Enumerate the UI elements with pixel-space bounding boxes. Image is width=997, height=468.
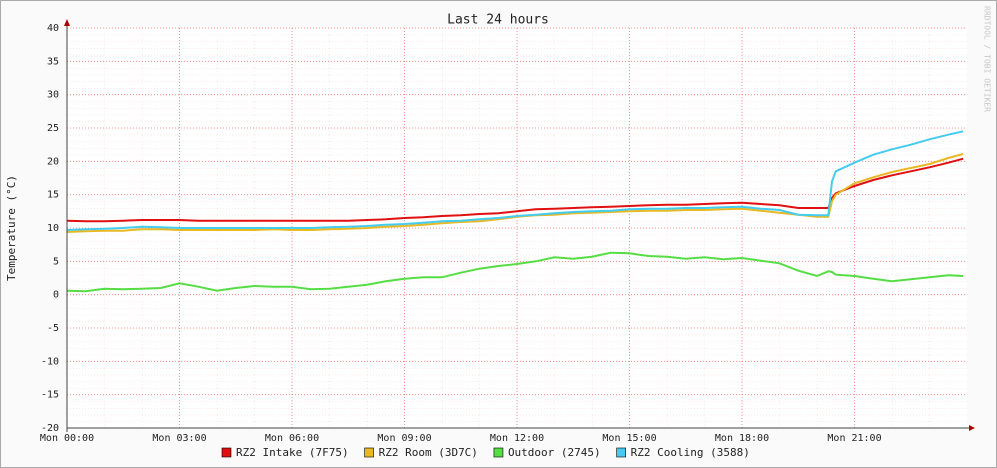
y-tick-label: -15 [41,390,59,401]
x-tick-label: Mon 00:00 [40,433,94,444]
legend-swatch [493,447,504,458]
x-tick-label: Mon 09:00 [377,433,431,444]
y-tick-label: 40 [47,23,59,34]
x-tick-label: Mon 12:00 [490,433,544,444]
legend: RZ2 Intake (7F75) RZ2 Room (3D7C) Outdoor … [221,446,750,459]
legend-swatch [221,447,232,458]
x-tick-label: Mon 18:00 [715,433,769,444]
legend-label: RZ2 Cooling (3588) [631,446,750,459]
y-axis-label: Temperature (°C) [5,175,18,281]
legend-swatch [364,447,374,458]
x-tick-label: Mon 15:00 [602,433,656,444]
legend-label: RZ2 Room (3D7C) [379,446,478,459]
legend-label: Outdoor (2745) [508,446,601,459]
y-arrow [64,19,70,26]
y-tick-label: 25 [47,123,59,134]
y-tick-label: 20 [47,156,59,167]
x-arrow [969,425,975,431]
y-tick-label: -20 [41,423,59,434]
y-tick-label: -5 [47,323,59,334]
legend-label: RZ2 Intake (7F75) [236,446,349,459]
series-line [66,251,964,293]
series-line [66,130,964,231]
legend-swatch [616,447,626,458]
x-tick-label: Mon 03:00 [152,433,206,444]
y-tick-label: -10 [41,356,59,367]
y-tick-label: 5 [53,256,59,267]
lines [66,130,964,293]
y-tick-label: 35 [47,56,59,67]
watermark: RRDTOOL / TOBI OETIKER [983,6,992,112]
y-tick-label: 0 [53,290,59,301]
y-tick-label: 10 [47,223,59,234]
y-tick-label: 15 [47,190,59,201]
x-tick-label: Mon 21:00 [827,433,881,444]
x-tick-label: Mon 06:00 [265,433,319,444]
y-tick-label: 30 [47,90,59,101]
chart-title: Last 24 hours [447,13,549,28]
